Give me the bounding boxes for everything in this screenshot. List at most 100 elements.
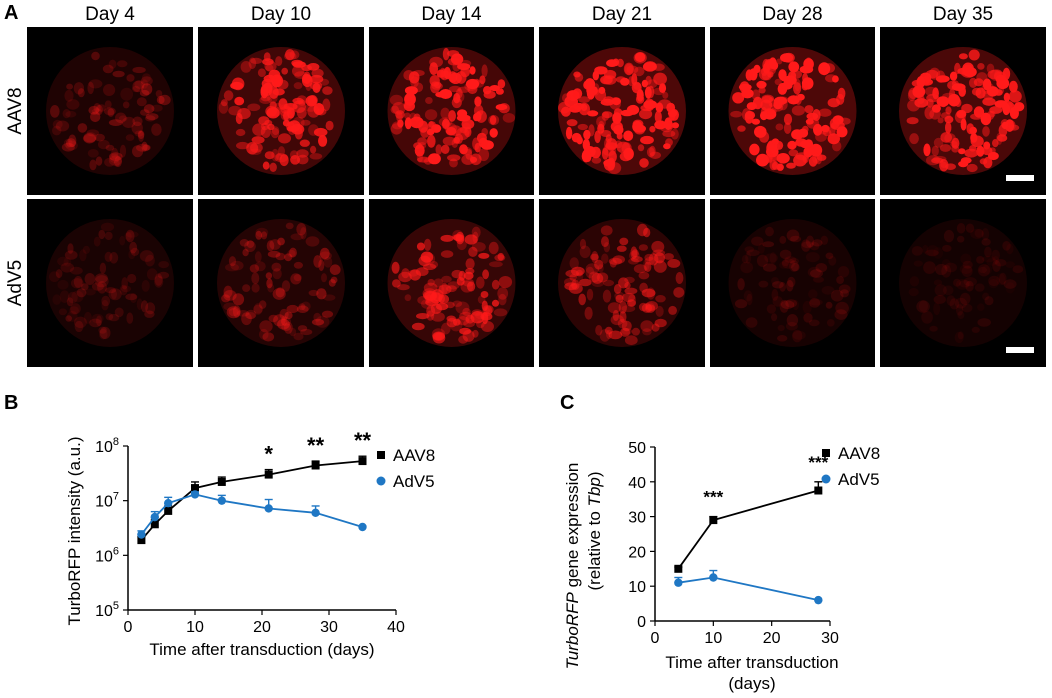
- cell: [267, 283, 275, 293]
- cell: [737, 125, 746, 132]
- cell: [61, 142, 75, 152]
- cell: [84, 273, 96, 285]
- significance-marker: **: [354, 428, 372, 453]
- cell: [318, 135, 328, 147]
- cell: [566, 119, 578, 127]
- cell: [276, 152, 283, 161]
- cell: [64, 250, 78, 260]
- cell: [953, 278, 961, 287]
- cell: [119, 284, 128, 296]
- cell: [126, 74, 135, 82]
- cell: [584, 78, 596, 91]
- cell: [611, 97, 621, 106]
- cell: [815, 263, 828, 273]
- cell: [462, 307, 471, 317]
- cell: [474, 96, 482, 107]
- cell: [741, 255, 749, 264]
- cell: [787, 95, 800, 105]
- data-point: [709, 573, 718, 582]
- cell: [971, 326, 980, 333]
- cell: [935, 70, 946, 83]
- data-point: [137, 536, 146, 545]
- cell: [120, 285, 132, 293]
- cell: [941, 259, 951, 269]
- cell: [140, 300, 149, 313]
- cell: [266, 278, 273, 289]
- cell: [592, 70, 599, 81]
- cell: [67, 243, 74, 254]
- cell: [776, 58, 783, 65]
- cell: [974, 283, 985, 292]
- cell: [929, 325, 938, 332]
- cell: [602, 289, 612, 303]
- cell: [913, 260, 923, 267]
- cell: [259, 96, 272, 104]
- cell: [634, 52, 646, 63]
- cell: [416, 242, 425, 251]
- cell: [641, 288, 656, 298]
- cell: [102, 64, 114, 74]
- cell: [290, 233, 304, 241]
- cell: [289, 247, 297, 258]
- cell: [745, 69, 753, 81]
- cell: [87, 81, 94, 95]
- cell: [814, 151, 823, 165]
- y-tick-label: 30: [628, 510, 646, 527]
- cell: [223, 285, 233, 298]
- cell: [389, 94, 404, 106]
- cell: [116, 60, 128, 68]
- cell: [601, 236, 609, 248]
- cell: [640, 320, 654, 332]
- cell: [669, 109, 679, 121]
- cell: [631, 249, 639, 258]
- cell: [908, 288, 919, 297]
- cell: [623, 62, 634, 76]
- cell: [944, 262, 958, 273]
- data-point: [814, 486, 823, 495]
- cell: [455, 91, 465, 103]
- panel-label-a: A: [4, 2, 19, 24]
- cell: [642, 62, 657, 72]
- cell: [812, 109, 821, 121]
- cell: [94, 133, 105, 142]
- cell: [771, 289, 779, 301]
- cell: [300, 328, 313, 336]
- cell: [413, 113, 421, 122]
- cell: [298, 303, 306, 311]
- cell: [569, 105, 582, 113]
- cell: [420, 251, 434, 263]
- cell: [104, 251, 113, 262]
- cell: [909, 276, 920, 287]
- cell: [296, 154, 309, 165]
- cell: [465, 78, 480, 90]
- cell: [1009, 124, 1020, 131]
- cell: [836, 126, 848, 138]
- cell: [644, 256, 656, 265]
- cell: [271, 148, 280, 162]
- cell: [253, 304, 263, 314]
- scale-bar: [1006, 347, 1034, 353]
- cell: [498, 276, 513, 288]
- cell: [316, 288, 327, 300]
- cell: [809, 242, 820, 251]
- y-tick-label: 50: [628, 440, 646, 457]
- legend-label: AAV8: [393, 446, 435, 465]
- cell: [125, 229, 135, 243]
- cell: [968, 49, 980, 61]
- cell: [916, 76, 926, 88]
- cell: [992, 255, 1000, 265]
- cell: [105, 144, 115, 151]
- cell: [630, 246, 638, 259]
- cell: [615, 294, 624, 303]
- cell: [427, 278, 435, 286]
- cell: [109, 153, 120, 163]
- cell: [931, 104, 941, 113]
- cell: [91, 313, 104, 324]
- cell: [808, 156, 818, 167]
- cell: [62, 109, 71, 119]
- cell: [138, 130, 145, 142]
- cell: [810, 269, 823, 278]
- cell: [779, 261, 789, 269]
- cell: [766, 110, 776, 118]
- cell: [143, 104, 155, 114]
